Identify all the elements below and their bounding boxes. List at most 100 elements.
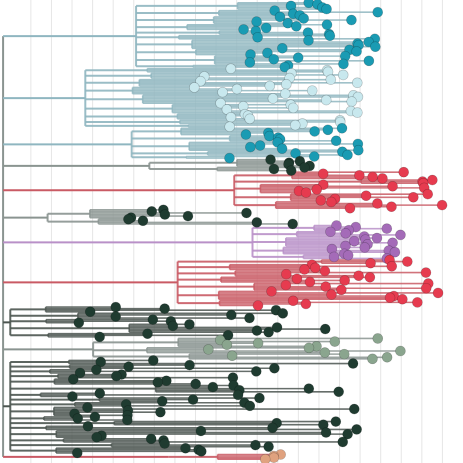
tip-node <box>137 215 149 227</box>
tip-node <box>346 14 357 26</box>
tip-node <box>370 41 381 53</box>
tip-node <box>291 21 302 32</box>
tip-node <box>244 312 255 324</box>
tip-node <box>287 102 299 114</box>
tip-node <box>244 113 256 125</box>
tip-node <box>276 143 288 154</box>
tip-node <box>221 339 233 351</box>
tip-node <box>147 355 159 366</box>
tip-node <box>337 436 349 448</box>
tip-node <box>330 416 342 427</box>
tip-node <box>268 163 280 175</box>
tip-node <box>325 196 337 208</box>
tip-node <box>184 319 195 330</box>
tip-node <box>351 77 363 89</box>
tip-node <box>389 246 401 258</box>
tip-node <box>359 242 371 253</box>
tip-node <box>267 422 278 434</box>
tip-node <box>352 107 363 118</box>
tip-node <box>319 347 331 358</box>
tip-node <box>280 88 291 100</box>
tip-node <box>342 428 353 440</box>
tip-node <box>161 375 172 387</box>
tip-node <box>263 441 274 452</box>
tip-node <box>306 85 318 96</box>
tip-node <box>94 331 105 343</box>
tip-node <box>436 199 448 211</box>
tip-node <box>217 86 228 98</box>
tip-node <box>271 322 283 333</box>
tip-node <box>73 317 85 329</box>
tip-node <box>238 24 249 35</box>
tip-node <box>226 350 238 361</box>
tip-node <box>111 370 122 382</box>
tip-node <box>254 392 265 404</box>
tip-node <box>338 58 349 70</box>
tip-node <box>412 297 423 308</box>
tip-node <box>280 279 292 291</box>
tip-node <box>340 228 351 239</box>
tip-node <box>319 323 331 335</box>
tip-node <box>224 121 235 132</box>
tip-node <box>344 202 356 214</box>
tip-node <box>274 11 286 23</box>
tip-node <box>203 344 214 355</box>
tip-node <box>351 424 362 435</box>
tip-node <box>320 94 332 106</box>
tip-node <box>159 303 170 314</box>
tip-node <box>386 201 397 212</box>
tip-node <box>346 96 358 107</box>
tip-node <box>110 301 122 313</box>
tip-node <box>262 47 273 59</box>
tip-node <box>381 351 393 363</box>
tip-node <box>321 19 333 31</box>
tip-node <box>300 298 312 310</box>
tip-node <box>182 210 194 222</box>
tip-node <box>252 337 264 349</box>
tip-node <box>287 218 298 230</box>
tip-node <box>432 287 444 299</box>
tip-node <box>292 52 304 63</box>
tip-node <box>348 403 360 415</box>
tip-node <box>337 69 349 81</box>
tip-node <box>353 270 364 282</box>
tip-node <box>67 373 79 385</box>
tip-node <box>215 97 226 109</box>
tip-node <box>279 61 291 73</box>
tip-node <box>333 386 344 398</box>
tip-node <box>281 79 292 90</box>
tip-node <box>263 326 274 338</box>
tip-node <box>303 342 315 354</box>
tip-node <box>155 406 166 418</box>
tip-node <box>372 333 384 344</box>
tip-node <box>145 433 157 445</box>
tip-node <box>241 207 252 219</box>
tip-node <box>336 122 348 134</box>
tip-node <box>196 446 207 457</box>
tip-node <box>280 268 292 280</box>
tip-node <box>395 345 406 357</box>
tip-node <box>291 273 303 285</box>
tip-node <box>74 367 86 379</box>
tip-node <box>264 130 275 142</box>
tip-node <box>268 53 280 65</box>
tips <box>67 0 448 463</box>
tip-node <box>320 281 332 292</box>
tip-node <box>298 13 309 24</box>
tip-node <box>267 93 279 104</box>
tip-node <box>195 75 206 87</box>
tip-node <box>231 83 243 95</box>
tip-node <box>110 311 122 322</box>
tip-node <box>328 251 340 263</box>
tip-node <box>252 31 263 43</box>
tip-node <box>184 359 195 371</box>
tip-node <box>372 198 383 209</box>
tip-node <box>303 0 315 9</box>
tip-node <box>342 250 354 261</box>
tip-node <box>303 35 314 46</box>
tip-node <box>372 6 384 18</box>
tip-node <box>338 348 350 360</box>
tip-node <box>265 154 276 165</box>
